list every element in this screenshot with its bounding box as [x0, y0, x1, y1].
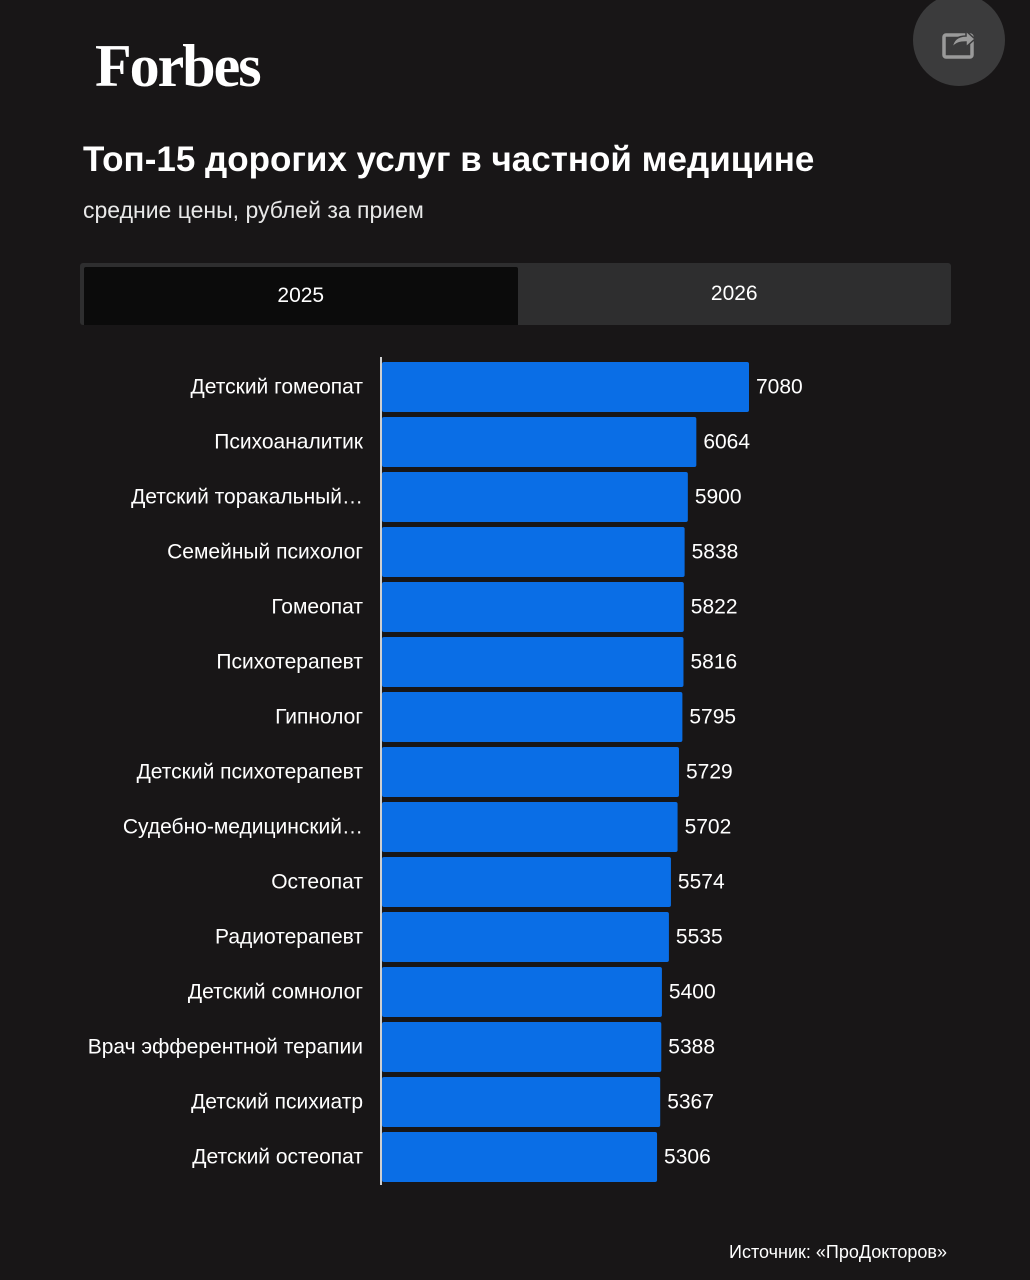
bar-chart: Детский гомеопат 7080 Психоаналитик 6064 Дет…: [88, 357, 803, 1185]
category-label: Врач эфферентной терапии: [88, 1036, 363, 1059]
category-label: Детский сомнолог: [188, 981, 363, 1004]
category-label: Психотерапевт: [216, 651, 363, 674]
bar: [382, 747, 679, 797]
category-label: Психоаналитик: [214, 431, 364, 454]
bar: [382, 802, 678, 852]
bar: [382, 967, 662, 1017]
value-label: 5838: [692, 541, 739, 564]
category-label: Детский психотерапевт: [137, 761, 364, 784]
category-label: Детский психиатр: [191, 1091, 363, 1114]
bar: [382, 1077, 661, 1127]
category-label: Радиотерапевт: [215, 926, 363, 949]
bar: [382, 637, 684, 687]
bar: [382, 857, 671, 907]
source-note: Источник: «ПроДокторов»: [729, 1242, 947, 1262]
value-label: 5816: [690, 651, 737, 674]
value-label: 5367: [667, 1091, 714, 1114]
value-label: 5729: [686, 761, 733, 784]
bar: [382, 1022, 662, 1072]
value-label: 5535: [676, 926, 723, 949]
forbes-logo: Forbes: [95, 33, 262, 99]
category-label: Семейный психолог: [167, 541, 363, 564]
value-label: 5900: [695, 486, 742, 509]
category-label: Остеопат: [271, 871, 363, 894]
share-icon: [942, 29, 977, 59]
chart-subtitle: средние цены, рублей за прием: [83, 197, 424, 223]
value-label: 7080: [756, 376, 803, 399]
bar: [382, 472, 688, 522]
category-label: Детский остеопат: [192, 1146, 363, 1169]
bar: [382, 1132, 658, 1182]
value-label: 5388: [668, 1036, 715, 1059]
value-label: 5822: [691, 596, 738, 619]
share-button[interactable]: [913, 0, 1005, 86]
category-label: Гипнолог: [275, 706, 363, 729]
bar: [382, 417, 697, 467]
bar: [382, 912, 669, 962]
category-label: Гомеопат: [271, 596, 363, 619]
category-label: Судебно-медицинский…: [123, 816, 363, 839]
value-label: 6064: [703, 431, 750, 454]
tab-2026[interactable]: 2026: [710, 282, 758, 305]
bar: [382, 582, 684, 632]
tab-2025[interactable]: 2025: [84, 267, 518, 325]
bar: [382, 527, 685, 577]
chart-title: Топ-15 дорогих услуг в частной медицине: [83, 140, 815, 179]
category-label: Детский торакальный…: [131, 486, 363, 509]
value-label: 5702: [685, 816, 732, 839]
value-label: 5306: [664, 1146, 711, 1169]
bar: [382, 362, 749, 412]
value-label: 5795: [689, 706, 736, 729]
bar: [382, 692, 683, 742]
value-label: 5574: [678, 871, 725, 894]
value-label: 5400: [669, 981, 716, 1004]
category-label: Детский гомеопат: [191, 376, 364, 399]
year-tabs: 2025 2026: [80, 263, 951, 325]
